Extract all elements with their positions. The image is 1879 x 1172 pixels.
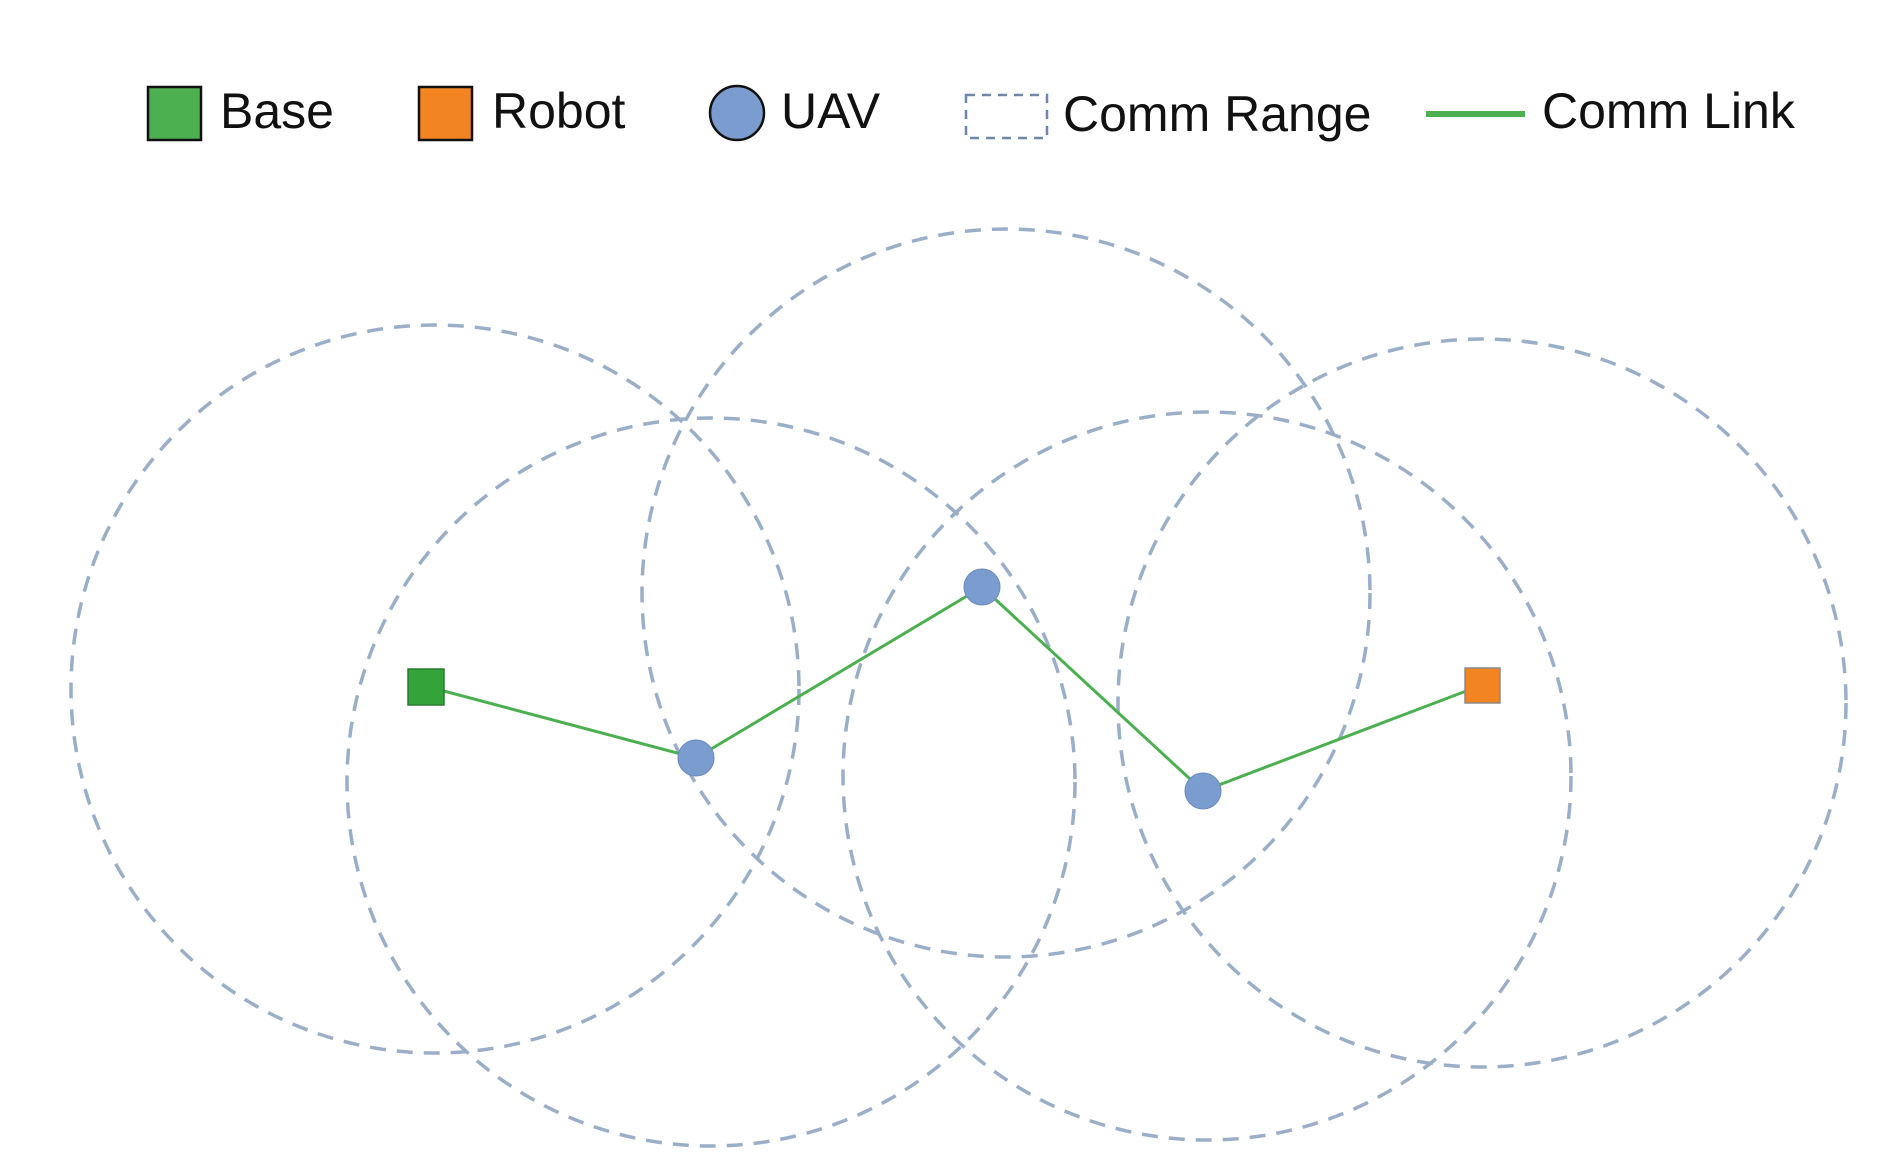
legend-label-uav: UAV <box>781 83 881 139</box>
uav-node-2 <box>963 568 1001 606</box>
legend-item-comm-link: Comm Link <box>1426 83 1796 139</box>
legend-label-base: Base <box>220 83 334 139</box>
legend-item-robot: Robot <box>417 83 626 142</box>
comm-range-circle-robot <box>1116 337 1848 1069</box>
comm-link-uav-2-uav-3 <box>980 585 1205 793</box>
legend-item-comm-range: Comm Range <box>964 86 1371 142</box>
base-legend-swatch <box>146 85 203 142</box>
legend-item-base: Base <box>146 83 334 142</box>
comm-link-base-uav-1 <box>424 684 697 760</box>
comm-range-circle-uav-3 <box>841 410 1573 1142</box>
uav-node-1 <box>677 739 715 777</box>
comm-range-circle-base <box>69 323 801 1055</box>
comm-range-circles <box>69 227 1848 1148</box>
comm-range-circle-uav-2 <box>640 227 1372 959</box>
robot-node <box>1464 667 1501 704</box>
uav-legend-swatch <box>708 84 766 142</box>
comm-links <box>424 585 1483 793</box>
robot-legend-swatch <box>417 85 474 142</box>
legend-label-comm-link: Comm Link <box>1542 83 1796 139</box>
comm-range-circle-uav-1 <box>345 416 1077 1148</box>
legend-item-uav: UAV <box>708 83 881 142</box>
legend-label-robot: Robot <box>492 83 626 139</box>
uav-node-3 <box>1184 772 1222 810</box>
comm-link-uav-3-robot <box>1202 683 1483 793</box>
legend: Base Robot UAV Comm Range Comm Link <box>146 83 1796 142</box>
comm-link-uav-1-uav-2 <box>695 585 983 760</box>
comm-range-legend-swatch <box>964 93 1049 140</box>
legend-label-comm-range: Comm Range <box>1063 86 1371 142</box>
nodes <box>407 568 1501 810</box>
base-node <box>407 668 445 706</box>
